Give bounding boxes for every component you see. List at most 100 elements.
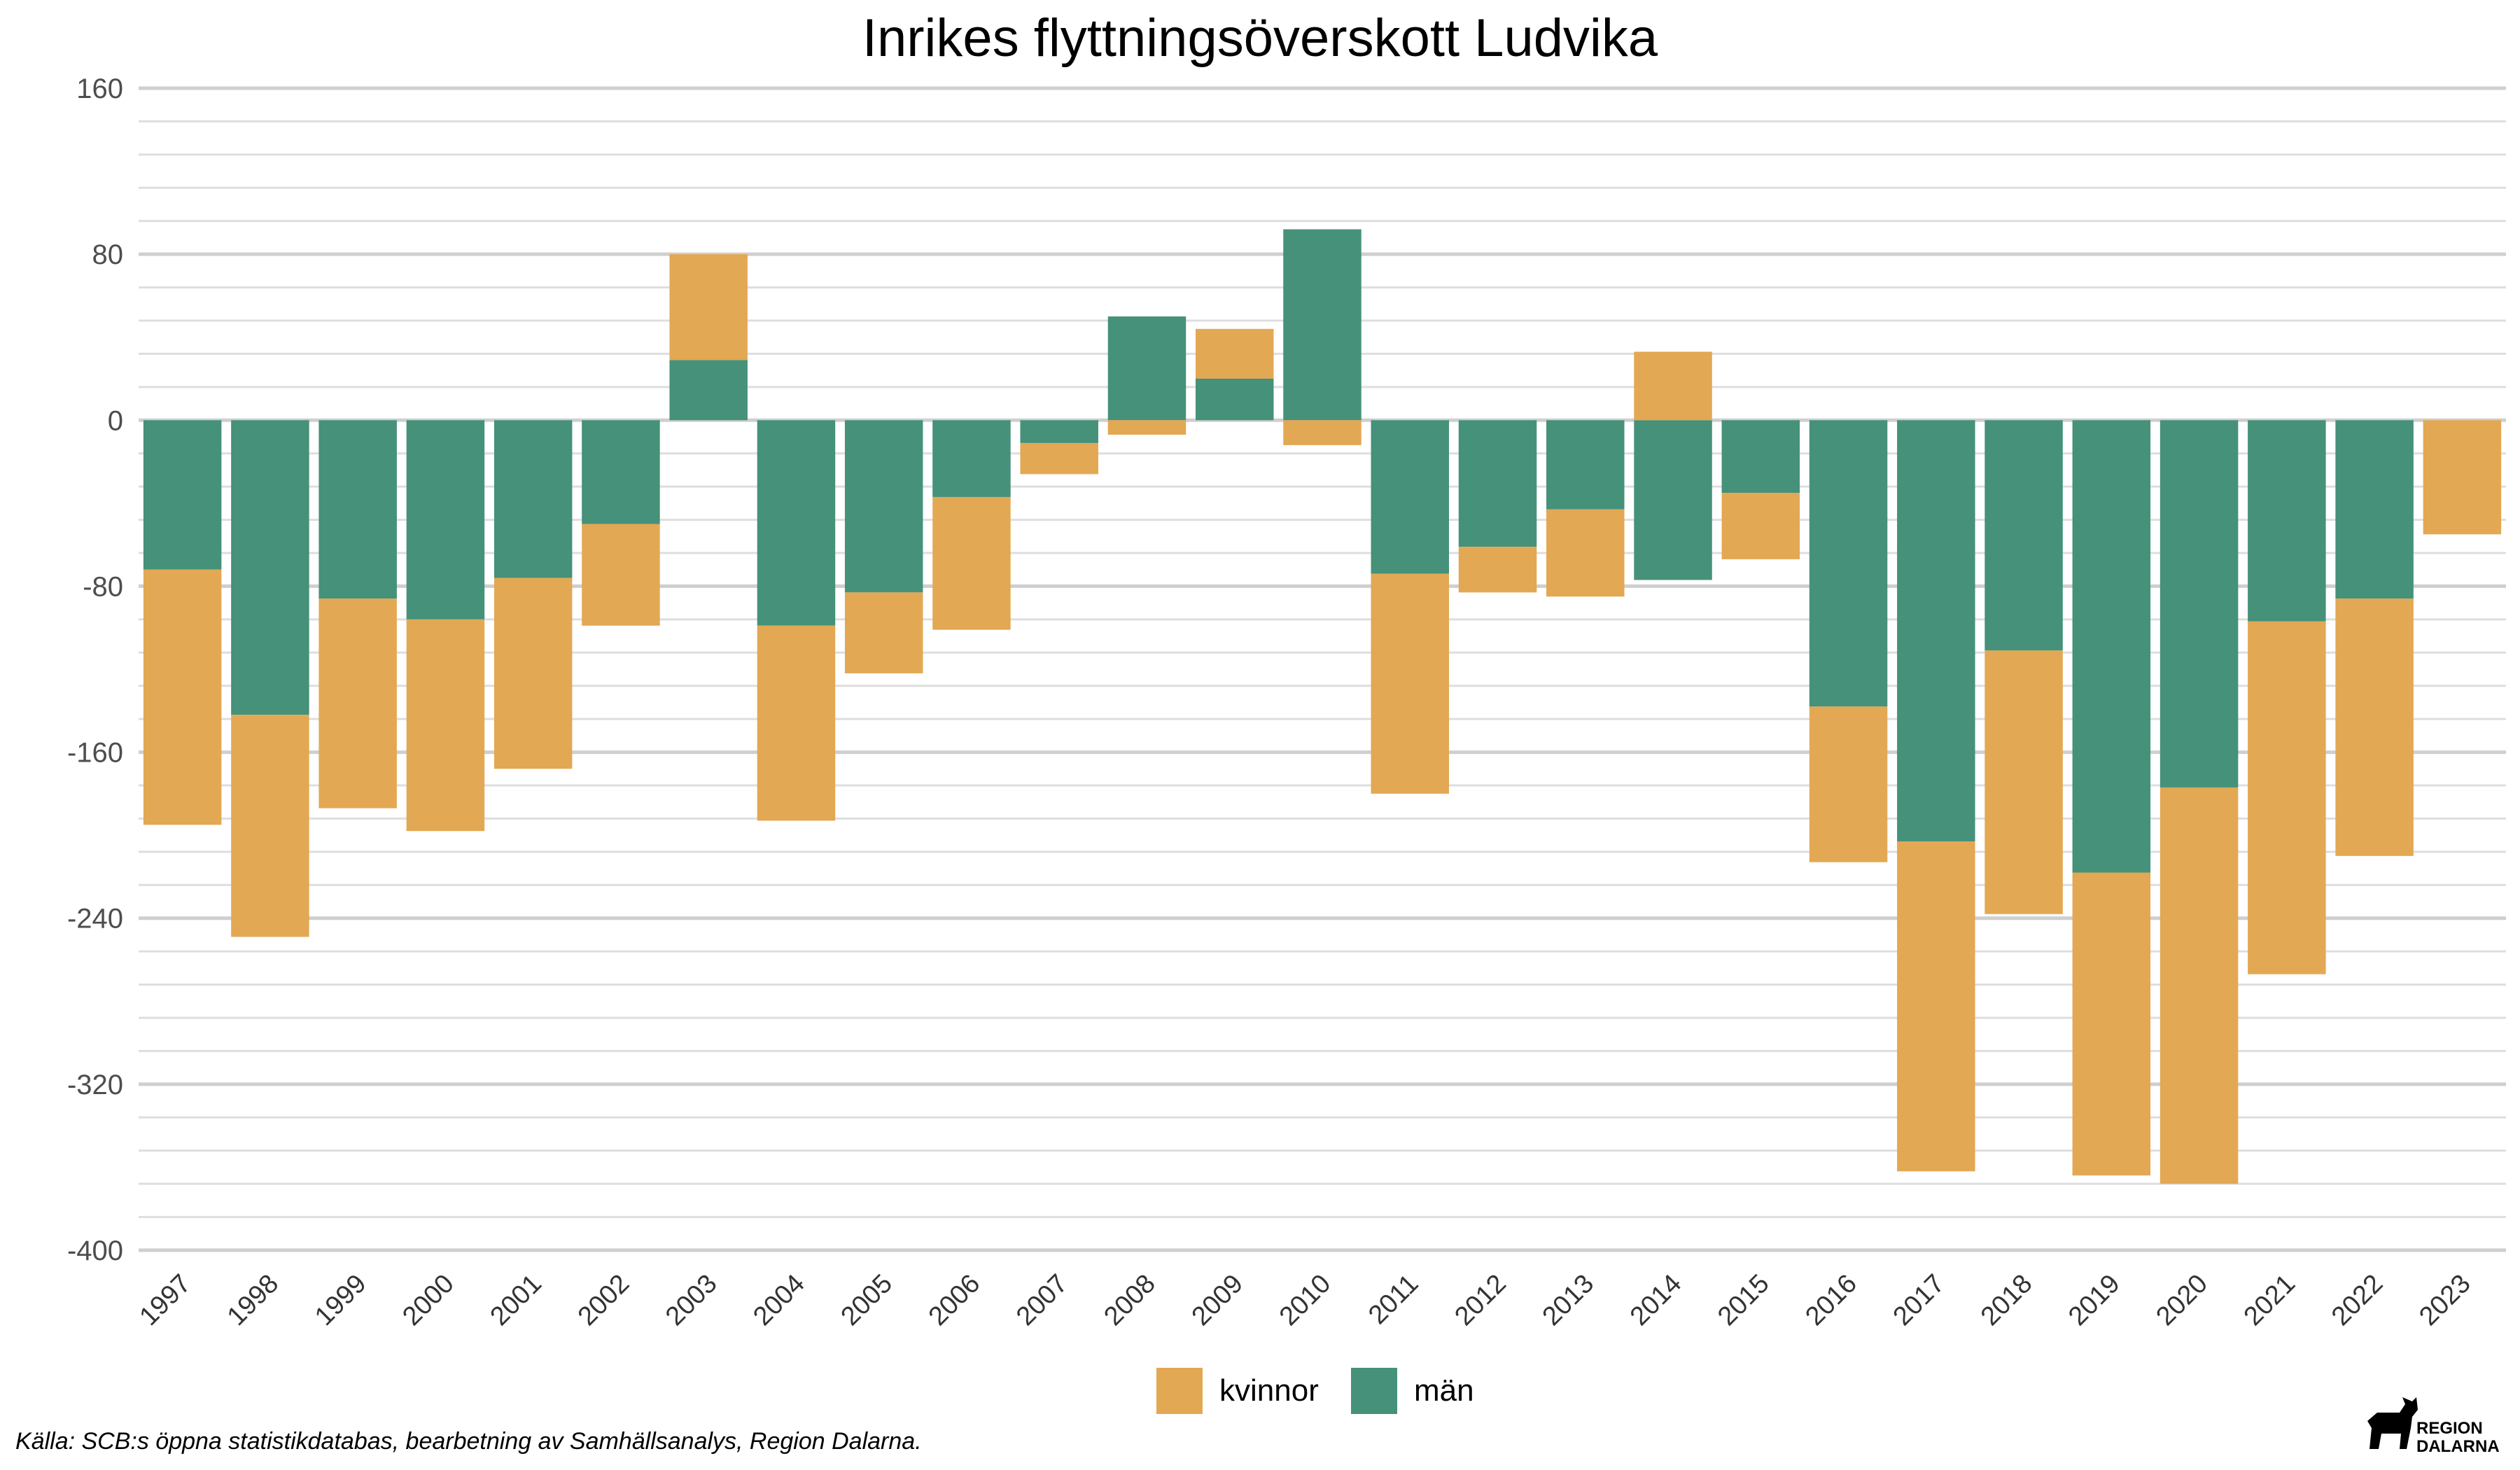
bar-kvinnor-2022: [2335, 598, 2414, 856]
bar-män-1999: [318, 420, 397, 599]
bar-kvinnor-2012: [1458, 547, 1537, 593]
bar-kvinnor-2015: [1721, 493, 1800, 559]
bar-kvinnor-2016: [1809, 706, 1888, 862]
x-tick-label: 2013: [1537, 1269, 1600, 1331]
bar-kvinnor-2013: [1546, 509, 1625, 597]
x-tick-label: 2006: [923, 1269, 986, 1331]
x-tick-label: 2001: [485, 1269, 547, 1331]
bar-kvinnor-2009: [1196, 328, 1274, 379]
bar-män-2007: [1020, 420, 1098, 443]
bar-män-2003: [669, 360, 748, 421]
bar-män-2011: [1371, 420, 1449, 574]
bar-kvinnor-2017: [1897, 841, 1975, 1172]
logo-line-2: DALARNA: [2416, 1437, 2500, 1456]
source-caption: Källa: SCB:s öppna statistikdatabas, bea…: [15, 1428, 922, 1455]
bar-kvinnor-2003: [669, 254, 748, 360]
bar-män-1998: [231, 420, 309, 715]
x-tick-label: 2016: [1800, 1269, 1862, 1331]
x-tick-label: 1997: [134, 1269, 197, 1331]
bar-kvinnor-2002: [582, 524, 660, 626]
bars: [143, 229, 2502, 1184]
bar-kvinnor-2005: [844, 592, 923, 673]
bar-män-2006: [932, 420, 1011, 497]
y-tick-label: 0: [108, 405, 123, 436]
bar-kvinnor-2001: [493, 578, 573, 769]
bar-män-2017: [1897, 420, 1975, 842]
x-tick-label: 2007: [1011, 1269, 1073, 1331]
y-axis-ticks: 160 80 0 -80 -160 -240 -320 -400: [67, 74, 123, 1266]
bar-män-2012: [1458, 420, 1537, 547]
bar-kvinnor-1998: [231, 715, 309, 937]
bar-kvinnor-2007: [1020, 442, 1098, 475]
x-tick-label: 2014: [1625, 1269, 1687, 1331]
region-dalarna-logo: REGION DALARNA: [2367, 1397, 2500, 1456]
bar-kvinnor-2019: [2072, 872, 2151, 1176]
bar-kvinnor-1997: [143, 569, 222, 825]
x-tick-label: 2017: [1888, 1269, 1950, 1331]
x-tick-label: 2005: [836, 1269, 898, 1331]
bar-kvinnor-2010: [1283, 420, 1362, 445]
bar-kvinnor-2023: [2423, 420, 2502, 535]
bar-kvinnor-2004: [757, 625, 836, 821]
bar-kvinnor-2008: [1107, 420, 1186, 435]
bar-kvinnor-2020: [2160, 787, 2239, 1184]
bar-män-2010: [1283, 229, 1362, 421]
x-tick-label: 2010: [1274, 1269, 1336, 1331]
bar-män-2022: [2335, 420, 2414, 599]
legend: kvinnor män: [1156, 1368, 1474, 1414]
x-tick-label: 2015: [1712, 1269, 1774, 1331]
x-tick-label: 2022: [2326, 1269, 2388, 1331]
dala-horse-icon: [2367, 1397, 2418, 1449]
bar-män-2002: [582, 420, 660, 524]
bar-män-2014: [1634, 420, 1712, 580]
x-tick-label: 2011: [1363, 1269, 1424, 1330]
bar-kvinnor-2000: [406, 619, 485, 832]
y-tick-label: -240: [67, 904, 123, 934]
bar-män-2020: [2160, 420, 2239, 788]
bar-kvinnor-1999: [318, 598, 397, 808]
x-tick-label: 2009: [1186, 1269, 1249, 1331]
legend-swatch-män: [1351, 1368, 1397, 1414]
x-tick-label: 2019: [2063, 1269, 2125, 1331]
logo-line-1: REGION: [2416, 1419, 2483, 1438]
x-tick-label: 2008: [1098, 1269, 1161, 1331]
x-tick-label: 1998: [222, 1269, 284, 1331]
bar-män-2013: [1546, 420, 1625, 510]
y-tick-label: -320: [67, 1070, 123, 1100]
bar-kvinnor-2014: [1634, 351, 1712, 421]
bar-män-2019: [2072, 420, 2151, 873]
bar-män-2016: [1809, 420, 1888, 707]
legend-swatch-kvinnor: [1156, 1368, 1203, 1414]
bar-män-2008: [1107, 316, 1186, 421]
bar-män-1997: [143, 420, 222, 570]
x-tick-label: 2023: [2414, 1269, 2476, 1331]
y-tick-label: -80: [83, 571, 123, 602]
y-tick-label: -160: [67, 738, 123, 769]
bar-kvinnor-2018: [1984, 650, 2063, 914]
x-axis-ticks: 1997 1998 1999 2000 2001 2002 2003 2004 2005 2006…: [134, 1269, 2477, 1331]
y-tick-label: -400: [67, 1236, 123, 1266]
bar-kvinnor-2011: [1371, 573, 1449, 794]
bar-män-2005: [844, 420, 923, 593]
bar-män-2015: [1721, 420, 1800, 493]
x-tick-label: 2021: [2239, 1269, 2301, 1331]
bar-kvinnor-2021: [2248, 621, 2326, 974]
x-tick-label: 1999: [309, 1269, 372, 1331]
x-tick-label: 2012: [1449, 1269, 1511, 1331]
legend-label-kvinnor: kvinnor: [1219, 1373, 1319, 1408]
bar-män-2000: [406, 420, 485, 620]
x-tick-label: 2000: [397, 1269, 459, 1331]
x-tick-label: 2003: [660, 1269, 722, 1331]
x-tick-label: 2018: [1975, 1269, 2038, 1331]
bar-män-2001: [493, 420, 573, 578]
y-tick-label: 160: [76, 74, 123, 104]
bar-män-2018: [1984, 420, 2063, 651]
chart-title: Inrikes flyttningsöverskott Ludvika: [862, 8, 1658, 68]
legend-label-män: män: [1414, 1373, 1474, 1408]
bar-män-2021: [2248, 420, 2326, 622]
x-tick-label: 2002: [573, 1269, 635, 1331]
bar-män-2004: [757, 420, 836, 626]
x-tick-label: 2020: [2150, 1269, 2213, 1331]
bar-kvinnor-2006: [932, 496, 1011, 630]
